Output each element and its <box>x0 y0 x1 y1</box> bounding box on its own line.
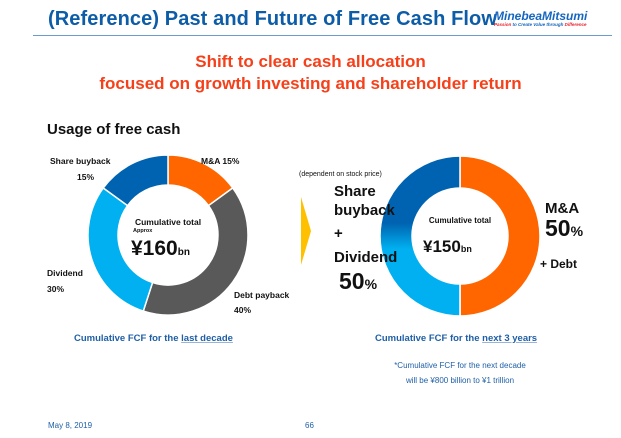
label-share-buyback: Share buyback <box>50 156 111 166</box>
label-ma-right: M&A <box>545 200 580 217</box>
label-share: Share <box>334 183 376 200</box>
right-center-label: Cumulative total <box>428 216 492 225</box>
arrow-right-icon <box>301 197 311 265</box>
page-title: (Reference) Past and Future of Free Cash… <box>48 8 498 30</box>
caption-last-decade: Cumulative FCF for the last decade <box>74 333 233 344</box>
footer-page-number: 66 <box>305 421 314 430</box>
logo-tagline: Passion to Create Value through Differen… <box>494 22 587 27</box>
footnote-line-1: *Cumulative FCF for the next decade <box>394 361 526 370</box>
right-donut-chart <box>379 155 541 317</box>
label-buyback: buyback <box>334 202 395 219</box>
left-center-sublabel: Approx <box>133 228 153 234</box>
label-ma-pct: 50% <box>545 215 584 241</box>
label-shareholder-return-pct: 50% <box>339 268 378 294</box>
logo-wordmark: MinebeaMitsumi <box>494 9 588 23</box>
company-logo: MinebeaMitsumi Passion to Create Value t… <box>494 10 614 28</box>
caption-next-3-years: Cumulative FCF for the next 3 years <box>375 333 538 344</box>
label-share-buyback-pct: 15% <box>77 172 95 182</box>
footer-date: May 8, 2019 <box>48 421 93 430</box>
header-divider <box>33 35 612 36</box>
left-center-value: ¥160bn <box>131 237 190 260</box>
label-plus-debt: + Debt <box>540 257 578 271</box>
link-next-3-years: next 3 years <box>482 333 538 344</box>
label-ma: M&A 15% <box>201 156 240 166</box>
donut-segment-debt-payback <box>142 186 249 316</box>
label-debt-payback: Debt payback <box>234 290 290 300</box>
label-dividend-pct: 30% <box>47 284 65 294</box>
link-last-decade: last decade <box>181 333 233 344</box>
right-center-value: ¥150bn <box>423 237 472 256</box>
headline-line-1: Shift to clear cash allocation <box>195 52 426 71</box>
donut-segment-share-buyback-dividend <box>379 155 461 317</box>
label-plus: + <box>334 225 343 242</box>
label-debt-payback-pct: 40% <box>234 305 252 315</box>
note-stock-price: (dependent on stock price) <box>299 171 382 178</box>
footnote-line-2: will be ¥800 billion to ¥1 trillion <box>405 376 515 385</box>
donut-segment-m-a-debt <box>459 155 541 317</box>
label-dividend: Dividend <box>47 268 83 278</box>
headline-line-2: focused on growth investing and sharehol… <box>99 74 522 93</box>
section-title: Usage of free cash <box>47 121 181 138</box>
donut-segment-share-buyback <box>102 154 169 207</box>
label-dividend-right: Dividend <box>334 249 398 266</box>
left-donut-chart <box>87 154 249 316</box>
donut-segment-dividend <box>87 186 154 313</box>
left-center-label: Cumulative total <box>134 217 202 227</box>
